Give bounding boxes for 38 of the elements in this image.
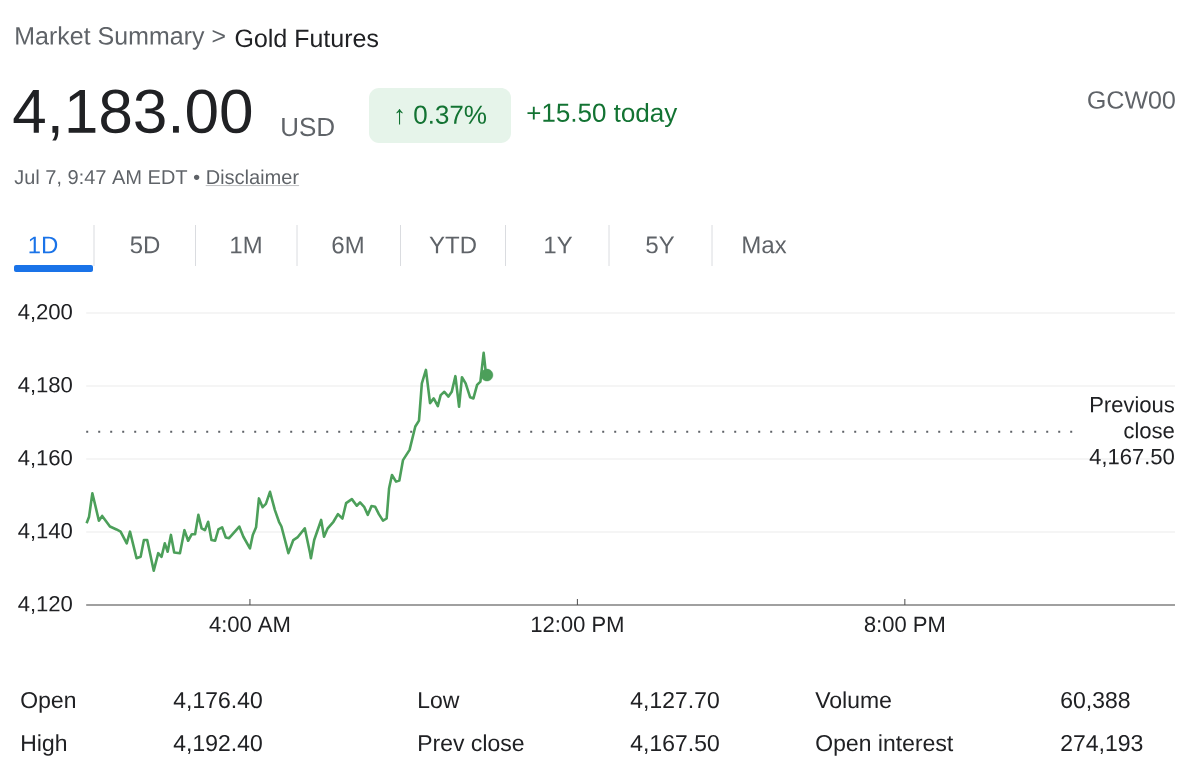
y-tick-label: 4,140: [18, 522, 72, 542]
text: Disclaimer: [207, 169, 299, 185]
text: High: [22, 734, 67, 756]
text: 1Y: [545, 236, 573, 254]
text: Jul 7, 9:47 AM EDT •: [14, 169, 200, 187]
text: GCW00: [1088, 91, 1175, 109]
text: Prev close: [419, 734, 524, 752]
text: 4,127.70: [630, 691, 719, 711]
text: +15.50 today: [527, 102, 678, 128]
text: USD: [282, 117, 334, 137]
y-tick-label: 4,200: [18, 303, 72, 323]
text: 5Y: [646, 236, 675, 254]
ref-line-label: Previous close 4,167.50: [1089, 396, 1174, 467]
x-tick-label: 4:00 AM: [209, 616, 290, 633]
text: Volume: [815, 691, 891, 709]
text: Low: [419, 692, 460, 709]
text: 1D: [29, 236, 58, 254]
text: 1M: [231, 236, 261, 254]
y-tick-label: 4,180: [18, 376, 72, 396]
text: 4,176.40: [173, 691, 262, 711]
text: 6M: [332, 236, 363, 254]
y-tick-label: 4,120: [18, 595, 72, 615]
x-tick-label: 12:00 PM: [531, 616, 623, 633]
text: Open: [21, 691, 75, 713]
y-tick-label: 4,160: [18, 449, 72, 469]
text: Open interest: [816, 734, 954, 756]
text: 274,193: [1061, 734, 1143, 754]
text: Gold Futures: [235, 28, 379, 48]
text: ↑ 0.37%: [396, 105, 487, 125]
text: 4,183.00: [13, 89, 252, 141]
text: Market Summary >: [16, 26, 225, 50]
text: 60,388: [1061, 691, 1130, 711]
text: 4,192.40: [173, 734, 262, 754]
text: 5D: [130, 236, 160, 254]
text: Max: [743, 236, 787, 254]
text: 4,167.50: [630, 734, 719, 754]
text: YTD: [429, 236, 476, 254]
x-tick-label: 8:00 PM: [864, 616, 944, 633]
